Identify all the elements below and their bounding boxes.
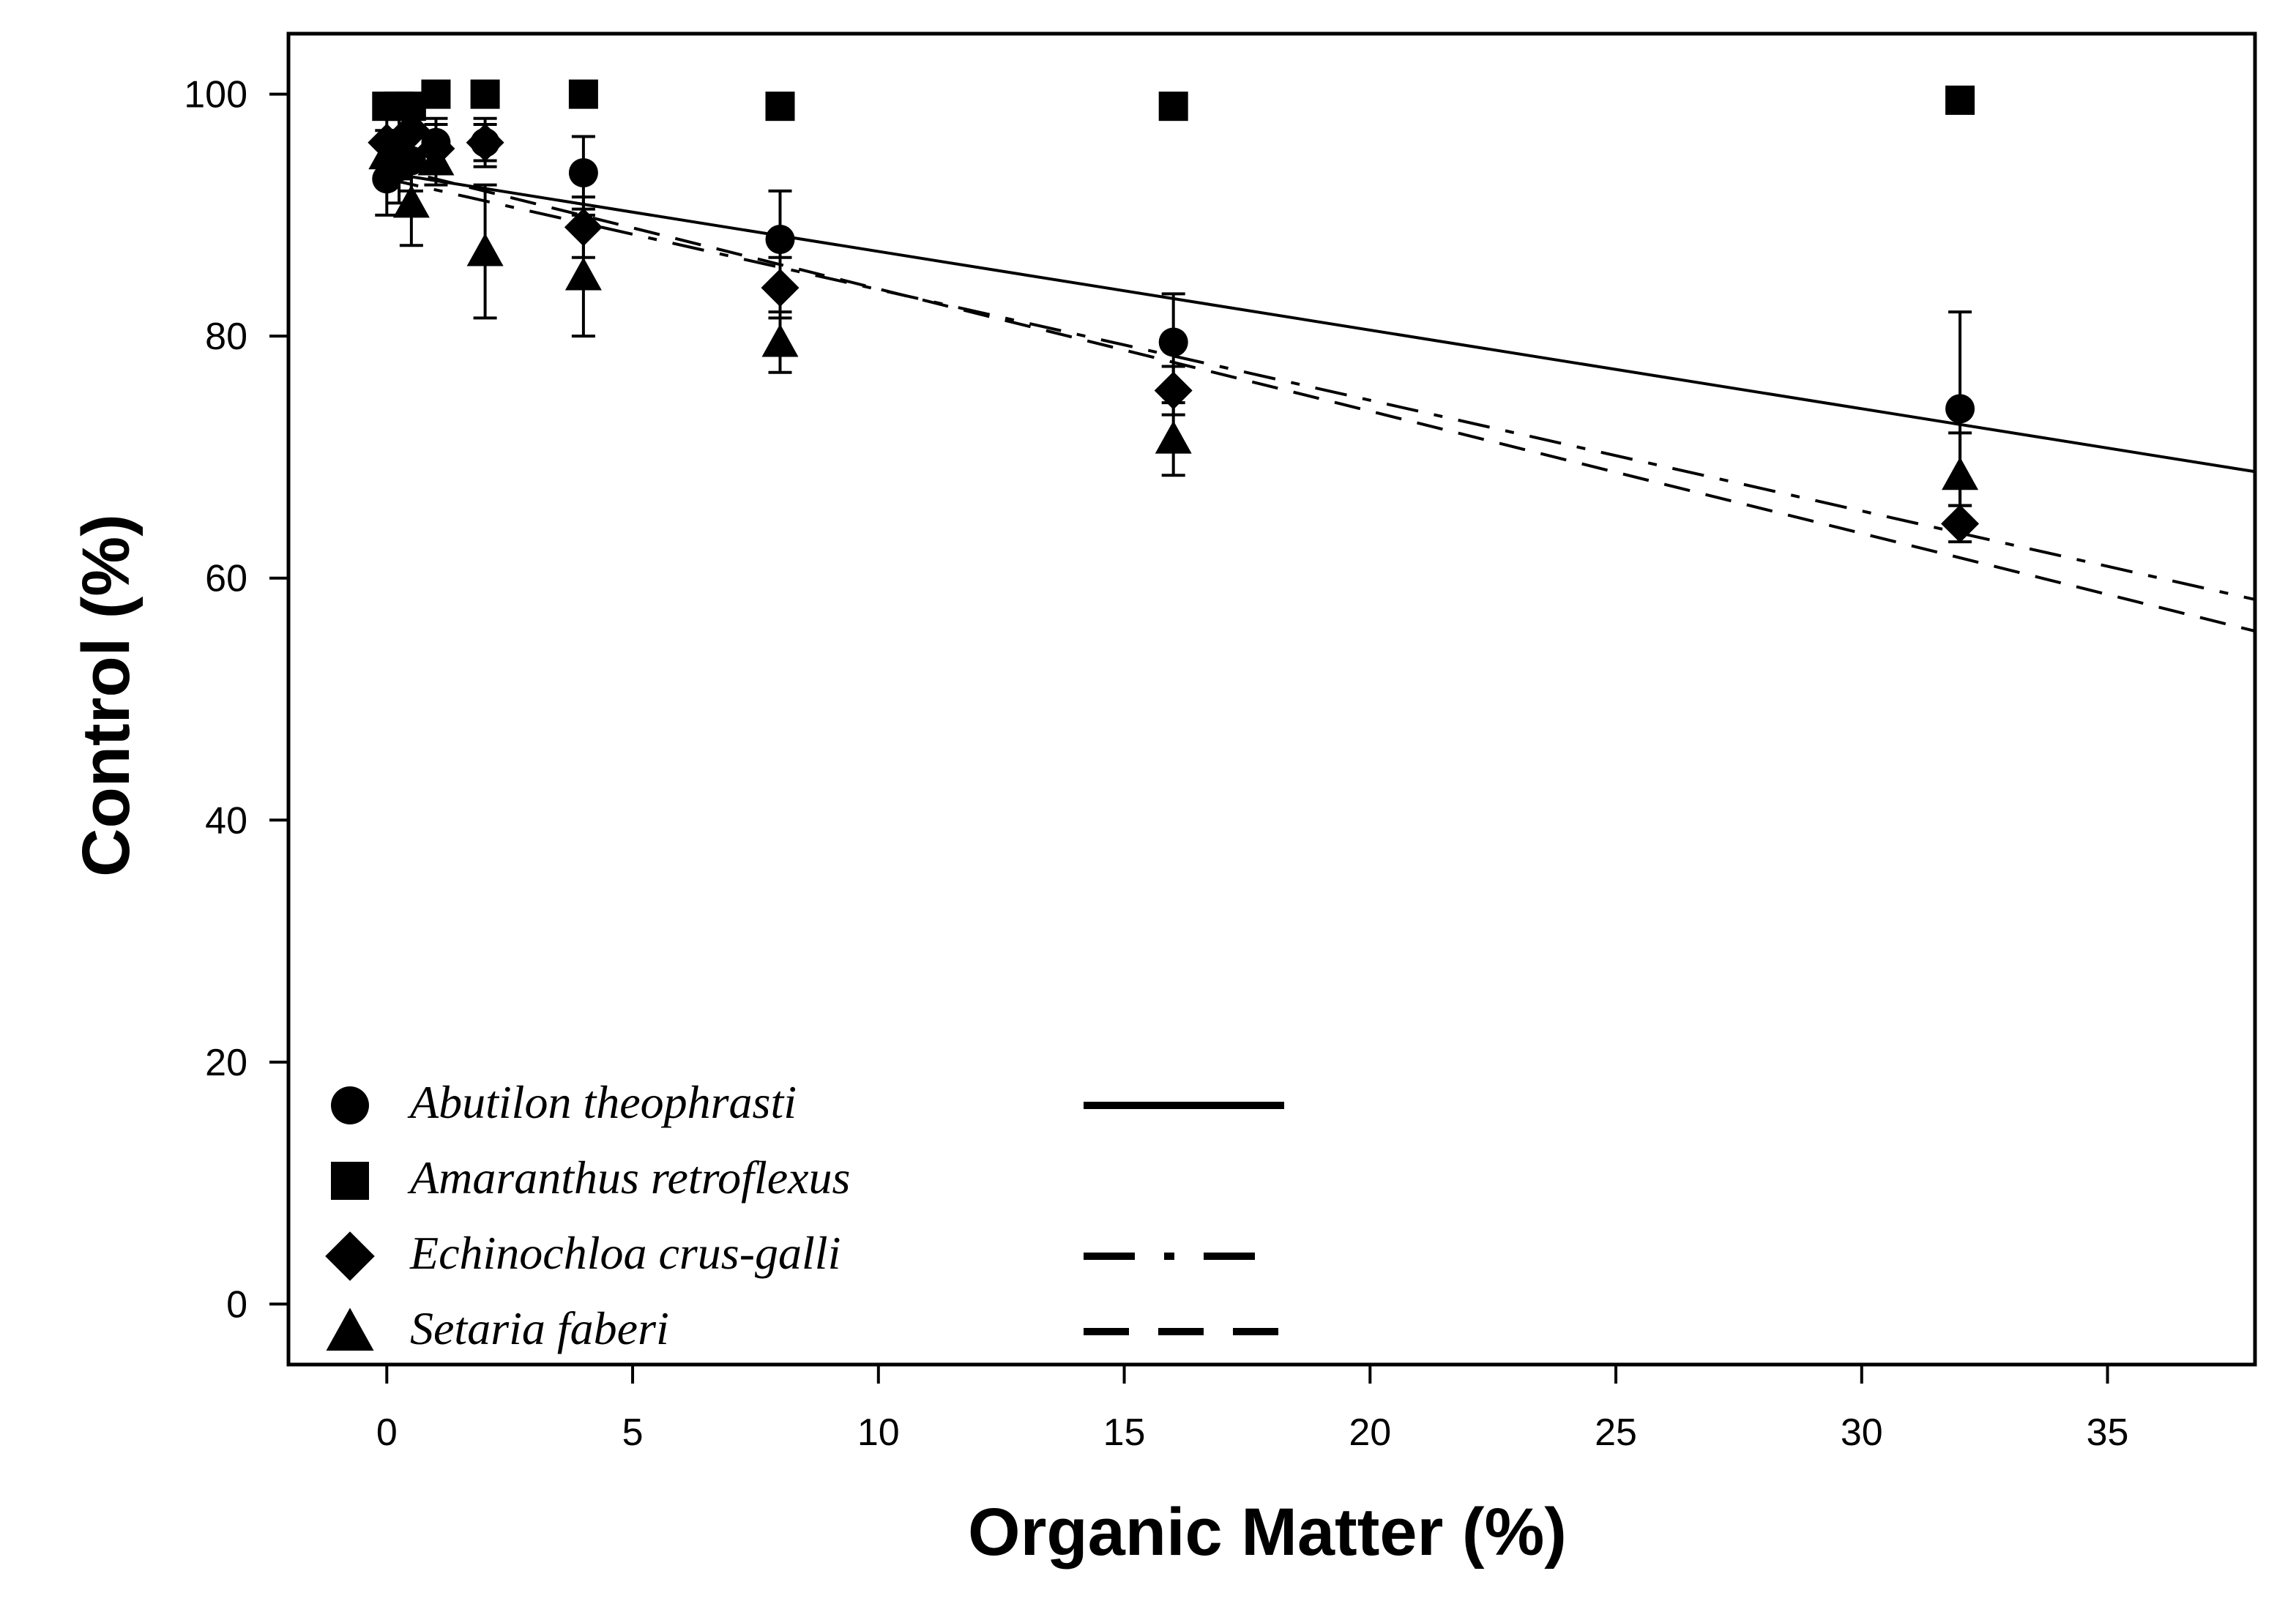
point-abutilon-theophrasti-6 bbox=[765, 224, 795, 254]
y-tick-label-0: 0 bbox=[226, 1283, 247, 1326]
legend-marker-setaria-faberi bbox=[326, 1307, 374, 1351]
point-setaria-faberi-8 bbox=[1942, 457, 1979, 490]
y-tick-label-80: 80 bbox=[205, 316, 247, 358]
x-tick-label-25: 25 bbox=[1595, 1411, 1637, 1454]
fit-lines bbox=[386, 165, 2256, 633]
point-amaranthus-retroflexus-3 bbox=[421, 79, 451, 109]
point-setaria-faberi-3 bbox=[417, 142, 455, 176]
point-echinochloa-crus-galli-6 bbox=[761, 269, 800, 307]
point-setaria-faberi-1 bbox=[381, 136, 418, 170]
legend: Abutilon theophrasti Amaranthus retrofle… bbox=[325, 1076, 1284, 1354]
point-amaranthus-retroflexus-8 bbox=[1945, 85, 1975, 115]
data-markers bbox=[368, 79, 1980, 543]
point-setaria-faberi-4 bbox=[466, 233, 504, 266]
point-setaria-faberi-2 bbox=[392, 184, 430, 218]
x-tick-label-30: 30 bbox=[1841, 1411, 1883, 1454]
point-amaranthus-retroflexus-4 bbox=[470, 79, 500, 109]
legend-label-echinochloa: Echinochloa crus-galli bbox=[409, 1227, 840, 1279]
legend-marker-echinochloa-crus-galli bbox=[325, 1231, 375, 1281]
legend-label-amaranthus: Amaranthus retroflexus bbox=[407, 1152, 850, 1203]
x-tick-label-10: 10 bbox=[857, 1411, 900, 1454]
legend-label-setaria: Setaria faberi bbox=[410, 1302, 669, 1354]
point-amaranthus-retroflexus-5 bbox=[568, 79, 598, 109]
x-tick-label-20: 20 bbox=[1349, 1411, 1391, 1454]
x-axis: 0 5 10 15 20 25 30 35 bbox=[376, 1365, 2129, 1454]
y-tick-label-40: 40 bbox=[205, 799, 247, 842]
legend-label-abutilon: Abutilon theophrasti bbox=[407, 1076, 797, 1128]
y-axis: 0 20 40 60 80 100 bbox=[184, 74, 288, 1326]
point-echinochloa-crus-galli-8 bbox=[1941, 504, 1980, 543]
point-abutilon-theophrasti-8 bbox=[1945, 394, 1975, 424]
plot-frame bbox=[286, 31, 2257, 1367]
x-tick-label-35: 35 bbox=[2087, 1411, 2129, 1454]
error-bars bbox=[375, 86, 1972, 544]
y-tick-label-60: 60 bbox=[205, 558, 247, 600]
y-axis-title: Control (%) bbox=[69, 514, 144, 877]
point-abutilon-theophrasti-7 bbox=[1158, 327, 1188, 357]
legend-symbols bbox=[325, 1086, 1284, 1351]
y-tick-label-20: 20 bbox=[205, 1042, 247, 1084]
y-tick-label-100: 100 bbox=[184, 74, 247, 116]
point-setaria-faberi-5 bbox=[564, 257, 602, 291]
point-setaria-faberi-6 bbox=[761, 324, 799, 357]
point-abutilon-theophrasti-5 bbox=[568, 158, 598, 188]
x-tick-label-0: 0 bbox=[376, 1411, 398, 1454]
point-echinochloa-crus-galli-7 bbox=[1154, 371, 1193, 410]
x-tick-label-15: 15 bbox=[1103, 1411, 1146, 1454]
x-axis-title: Organic Matter (%) bbox=[968, 1495, 1567, 1570]
point-echinochloa-crus-galli-5 bbox=[564, 208, 603, 247]
fit-line-abutilon-theophrasti bbox=[386, 171, 2256, 474]
legend-marker-abutilon-theophrasti bbox=[331, 1086, 369, 1124]
x-tick-label-5: 5 bbox=[622, 1411, 644, 1454]
fit-line-echinochloa-crus-galli bbox=[386, 177, 2256, 601]
point-amaranthus-retroflexus-7 bbox=[1158, 92, 1188, 122]
point-amaranthus-retroflexus-6 bbox=[765, 92, 795, 122]
fit-line-setaria-faberi bbox=[386, 165, 2256, 633]
point-echinochloa-crus-galli-4 bbox=[466, 123, 504, 162]
point-echinochloa-crus-galli-2 bbox=[392, 111, 430, 150]
point-setaria-faberi-7 bbox=[1155, 420, 1192, 454]
legend-marker-amaranthus-retroflexus bbox=[331, 1162, 369, 1200]
